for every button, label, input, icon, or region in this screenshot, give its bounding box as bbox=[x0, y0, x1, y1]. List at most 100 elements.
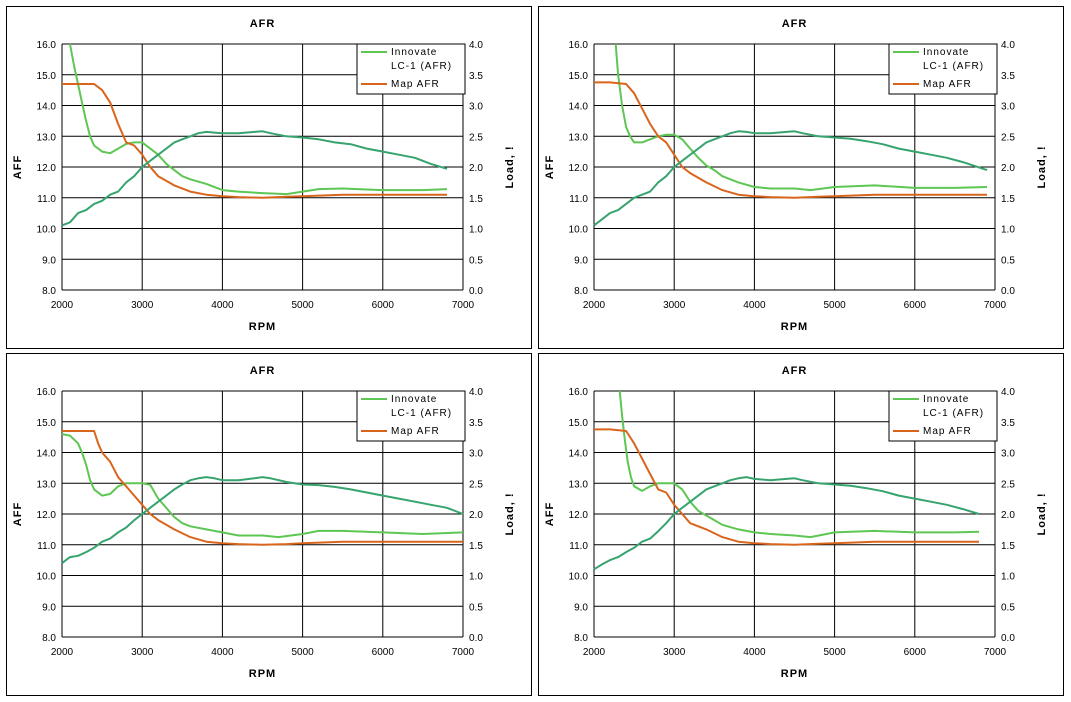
y-tick-label: 16.0 bbox=[37, 40, 57, 51]
x-axis-title: RPM bbox=[781, 668, 808, 680]
legend-label: Innovate LC-1 (AFR) bbox=[923, 394, 984, 419]
series-line-load bbox=[61, 130, 448, 227]
legend-label: Map AFR bbox=[391, 79, 440, 90]
chart-title: AFR bbox=[782, 18, 808, 30]
series-line-load bbox=[593, 476, 980, 571]
y-tick-label: 16.0 bbox=[569, 387, 589, 398]
chart-panel-top-right: AFR 2000 3000 4000 5000 6000 7000 8.0 9.0 10.0 11.… bbox=[538, 6, 1064, 349]
y-tick-label: 16.0 bbox=[569, 40, 589, 51]
x-tick-label: 3000 bbox=[663, 300, 686, 311]
legend-label: Map AFR bbox=[391, 426, 440, 437]
x-tick-label: 4000 bbox=[743, 300, 766, 311]
y2-tick-label: 1.0 bbox=[1001, 572, 1015, 583]
y2-tick-label: 3.5 bbox=[469, 71, 483, 82]
x-tick-label: 2000 bbox=[51, 300, 74, 311]
y-tick-label: 11.0 bbox=[569, 541, 588, 552]
y-tick-label: 8.0 bbox=[42, 286, 56, 297]
x-tick-label: 4000 bbox=[211, 647, 234, 658]
x-tick-label: 7000 bbox=[452, 647, 475, 658]
chart-panel-bottom-left: AFR 2000 3000 4000 5000 6000 7000 8.0 9.0 10.0 11.… bbox=[6, 353, 532, 696]
x-tick-label: 5000 bbox=[823, 647, 846, 658]
series-line-innovate-lc-1-afr bbox=[614, 43, 988, 192]
x-tick-label: 3000 bbox=[131, 647, 154, 658]
y2-axis-title: Load, ! bbox=[504, 492, 516, 535]
x-tick-label: 7000 bbox=[452, 300, 475, 311]
y-axis-title: AFF bbox=[12, 502, 24, 526]
y-tick-label: 8.0 bbox=[574, 633, 588, 644]
y-tick-label: 14.0 bbox=[569, 449, 589, 460]
y-tick-label: 13.0 bbox=[37, 132, 57, 143]
y-tick-label: 14.0 bbox=[569, 102, 589, 113]
chart-panel-top-left: AFR 2000 3000 4000 5000 6000 7000 8.0 9.0 10.0 11.… bbox=[6, 6, 532, 349]
y-tick-label: 14.0 bbox=[37, 102, 57, 113]
x-tick-label: 2000 bbox=[583, 300, 606, 311]
y2-tick-label: 1.5 bbox=[1001, 194, 1015, 205]
afr-chart-svg: AFR 2000 3000 4000 5000 6000 7000 8.0 9.0 10.0 11.… bbox=[12, 18, 516, 333]
y2-axis-title: Load, ! bbox=[504, 145, 516, 188]
chart-panel-bottom-right: AFR 2000 3000 4000 5000 6000 7000 8.0 9.0 10.0 11.… bbox=[538, 353, 1064, 696]
y2-tick-label: 1.5 bbox=[469, 194, 483, 205]
legend-label: Innovate LC-1 (AFR) bbox=[923, 47, 984, 72]
y-tick-label: 12.0 bbox=[569, 510, 589, 521]
y2-tick-label: 4.0 bbox=[469, 40, 483, 51]
series-line-map-afr bbox=[594, 428, 979, 546]
y-tick-label: 9.0 bbox=[42, 255, 56, 266]
y2-tick-label: 1.5 bbox=[1001, 541, 1015, 552]
y2-tick-label: 0.0 bbox=[1001, 286, 1015, 297]
x-tick-label: 6000 bbox=[904, 647, 927, 658]
y-tick-label: 10.0 bbox=[37, 572, 57, 583]
afr-chart-svg: AFR 2000 3000 4000 5000 6000 7000 8.0 9.0 10.0 11.… bbox=[544, 18, 1048, 333]
y2-tick-label: 2.0 bbox=[1001, 510, 1015, 521]
y2-tick-label: 0.5 bbox=[1001, 255, 1015, 266]
y2-tick-label: 4.0 bbox=[1001, 40, 1015, 51]
legend-label: Map AFR bbox=[923, 426, 972, 437]
series-line-map-afr bbox=[62, 430, 463, 546]
x-tick-label: 2000 bbox=[583, 647, 606, 658]
y2-axis-title: Load, ! bbox=[1036, 145, 1048, 188]
x-tick-label: 2000 bbox=[51, 647, 74, 658]
series-line-map-afr bbox=[594, 81, 987, 199]
afr-chart-svg: AFR 2000 3000 4000 5000 6000 7000 8.0 9.0 10.0 11.… bbox=[544, 365, 1048, 680]
y-tick-label: 12.0 bbox=[37, 510, 57, 521]
x-axis-title: RPM bbox=[781, 321, 808, 333]
x-tick-label: 7000 bbox=[984, 300, 1007, 311]
y2-tick-label: 2.0 bbox=[1001, 163, 1015, 174]
y-tick-label: 14.0 bbox=[37, 449, 57, 460]
y-tick-label: 9.0 bbox=[42, 602, 56, 613]
y-tick-label: 15.0 bbox=[37, 418, 57, 429]
y2-tick-label: 3.0 bbox=[1001, 449, 1015, 460]
y2-tick-label: 2.0 bbox=[469, 510, 483, 521]
series-line-innovate-lc-1-afr bbox=[618, 390, 980, 539]
y-tick-label: 10.0 bbox=[569, 225, 589, 236]
y2-tick-label: 3.5 bbox=[1001, 418, 1015, 429]
y2-tick-label: 2.5 bbox=[1001, 132, 1015, 143]
y2-tick-label: 4.0 bbox=[469, 387, 483, 398]
y-tick-label: 11.0 bbox=[37, 194, 56, 205]
y2-tick-label: 3.0 bbox=[469, 449, 483, 460]
y-axis-title: AFF bbox=[544, 155, 556, 179]
y2-tick-label: 3.0 bbox=[469, 102, 483, 113]
x-tick-label: 3000 bbox=[131, 300, 154, 311]
chart-title: AFR bbox=[250, 18, 276, 30]
y2-tick-label: 2.5 bbox=[469, 132, 483, 143]
y-tick-label: 13.0 bbox=[569, 479, 589, 490]
y-tick-label: 12.0 bbox=[569, 163, 589, 174]
series-line-innovate-lc-1-afr bbox=[61, 433, 464, 539]
legend-label: Map AFR bbox=[923, 79, 972, 90]
y-axis-title: AFF bbox=[12, 155, 24, 179]
x-axis-title: RPM bbox=[249, 668, 276, 680]
series-line-load bbox=[61, 476, 464, 564]
x-tick-label: 4000 bbox=[211, 300, 234, 311]
x-tick-label: 6000 bbox=[372, 300, 395, 311]
y-axis-title: AFF bbox=[544, 502, 556, 526]
x-axis-title: RPM bbox=[249, 321, 276, 333]
y2-tick-label: 3.5 bbox=[469, 418, 483, 429]
x-tick-label: 7000 bbox=[984, 647, 1007, 658]
y-tick-label: 9.0 bbox=[574, 602, 588, 613]
y2-tick-label: 2.5 bbox=[469, 479, 483, 490]
x-tick-label: 4000 bbox=[743, 647, 766, 658]
series-line-load bbox=[593, 130, 988, 227]
x-tick-label: 6000 bbox=[372, 647, 395, 658]
x-tick-label: 5000 bbox=[291, 647, 314, 658]
x-tick-label: 5000 bbox=[823, 300, 846, 311]
